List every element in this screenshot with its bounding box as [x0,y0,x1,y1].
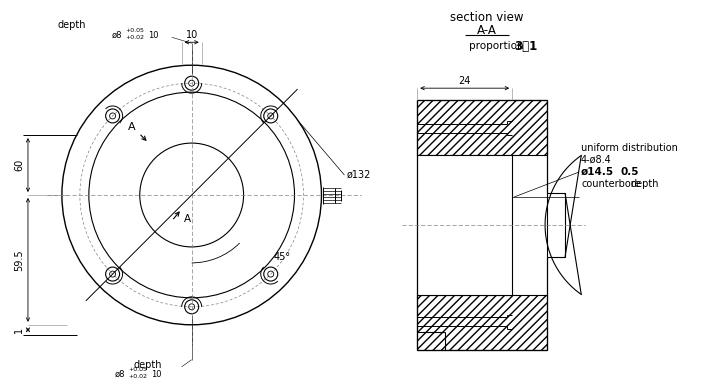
Text: A: A [184,214,191,224]
Text: 24: 24 [458,76,471,86]
Text: A-A: A-A [477,24,497,37]
Polygon shape [417,100,547,155]
Text: 59.5: 59.5 [14,249,24,271]
Text: depth: depth [58,20,86,30]
Polygon shape [417,155,512,295]
Text: +0.02: +0.02 [126,35,145,40]
Text: 10: 10 [151,370,161,379]
Text: 1: 1 [14,327,24,333]
Text: 10: 10 [186,30,198,40]
Text: 10: 10 [148,31,158,40]
Text: uniform distribution: uniform distribution [581,143,678,153]
Text: counterbore: counterbore [581,179,641,189]
Text: ø132: ø132 [346,170,371,180]
Text: ø14.5: ø14.5 [581,167,614,177]
Text: proportion: proportion [469,41,524,51]
Text: 60: 60 [14,159,24,171]
Text: 4-ø8.4: 4-ø8.4 [581,155,612,165]
Text: +0.05: +0.05 [129,367,148,372]
Text: depth: depth [134,360,162,370]
Text: 45°: 45° [274,252,291,262]
Text: ø8: ø8 [112,31,122,40]
Text: section view: section view [451,11,524,24]
Text: 0.5: 0.5 [621,167,639,177]
Text: 3：1: 3：1 [514,40,537,53]
Text: +0.05: +0.05 [126,28,144,33]
Polygon shape [547,193,565,257]
Text: ø8: ø8 [115,370,125,379]
Text: depth: depth [631,179,660,189]
Text: +0.02: +0.02 [129,374,148,379]
Polygon shape [417,295,547,350]
Text: A: A [128,122,136,132]
